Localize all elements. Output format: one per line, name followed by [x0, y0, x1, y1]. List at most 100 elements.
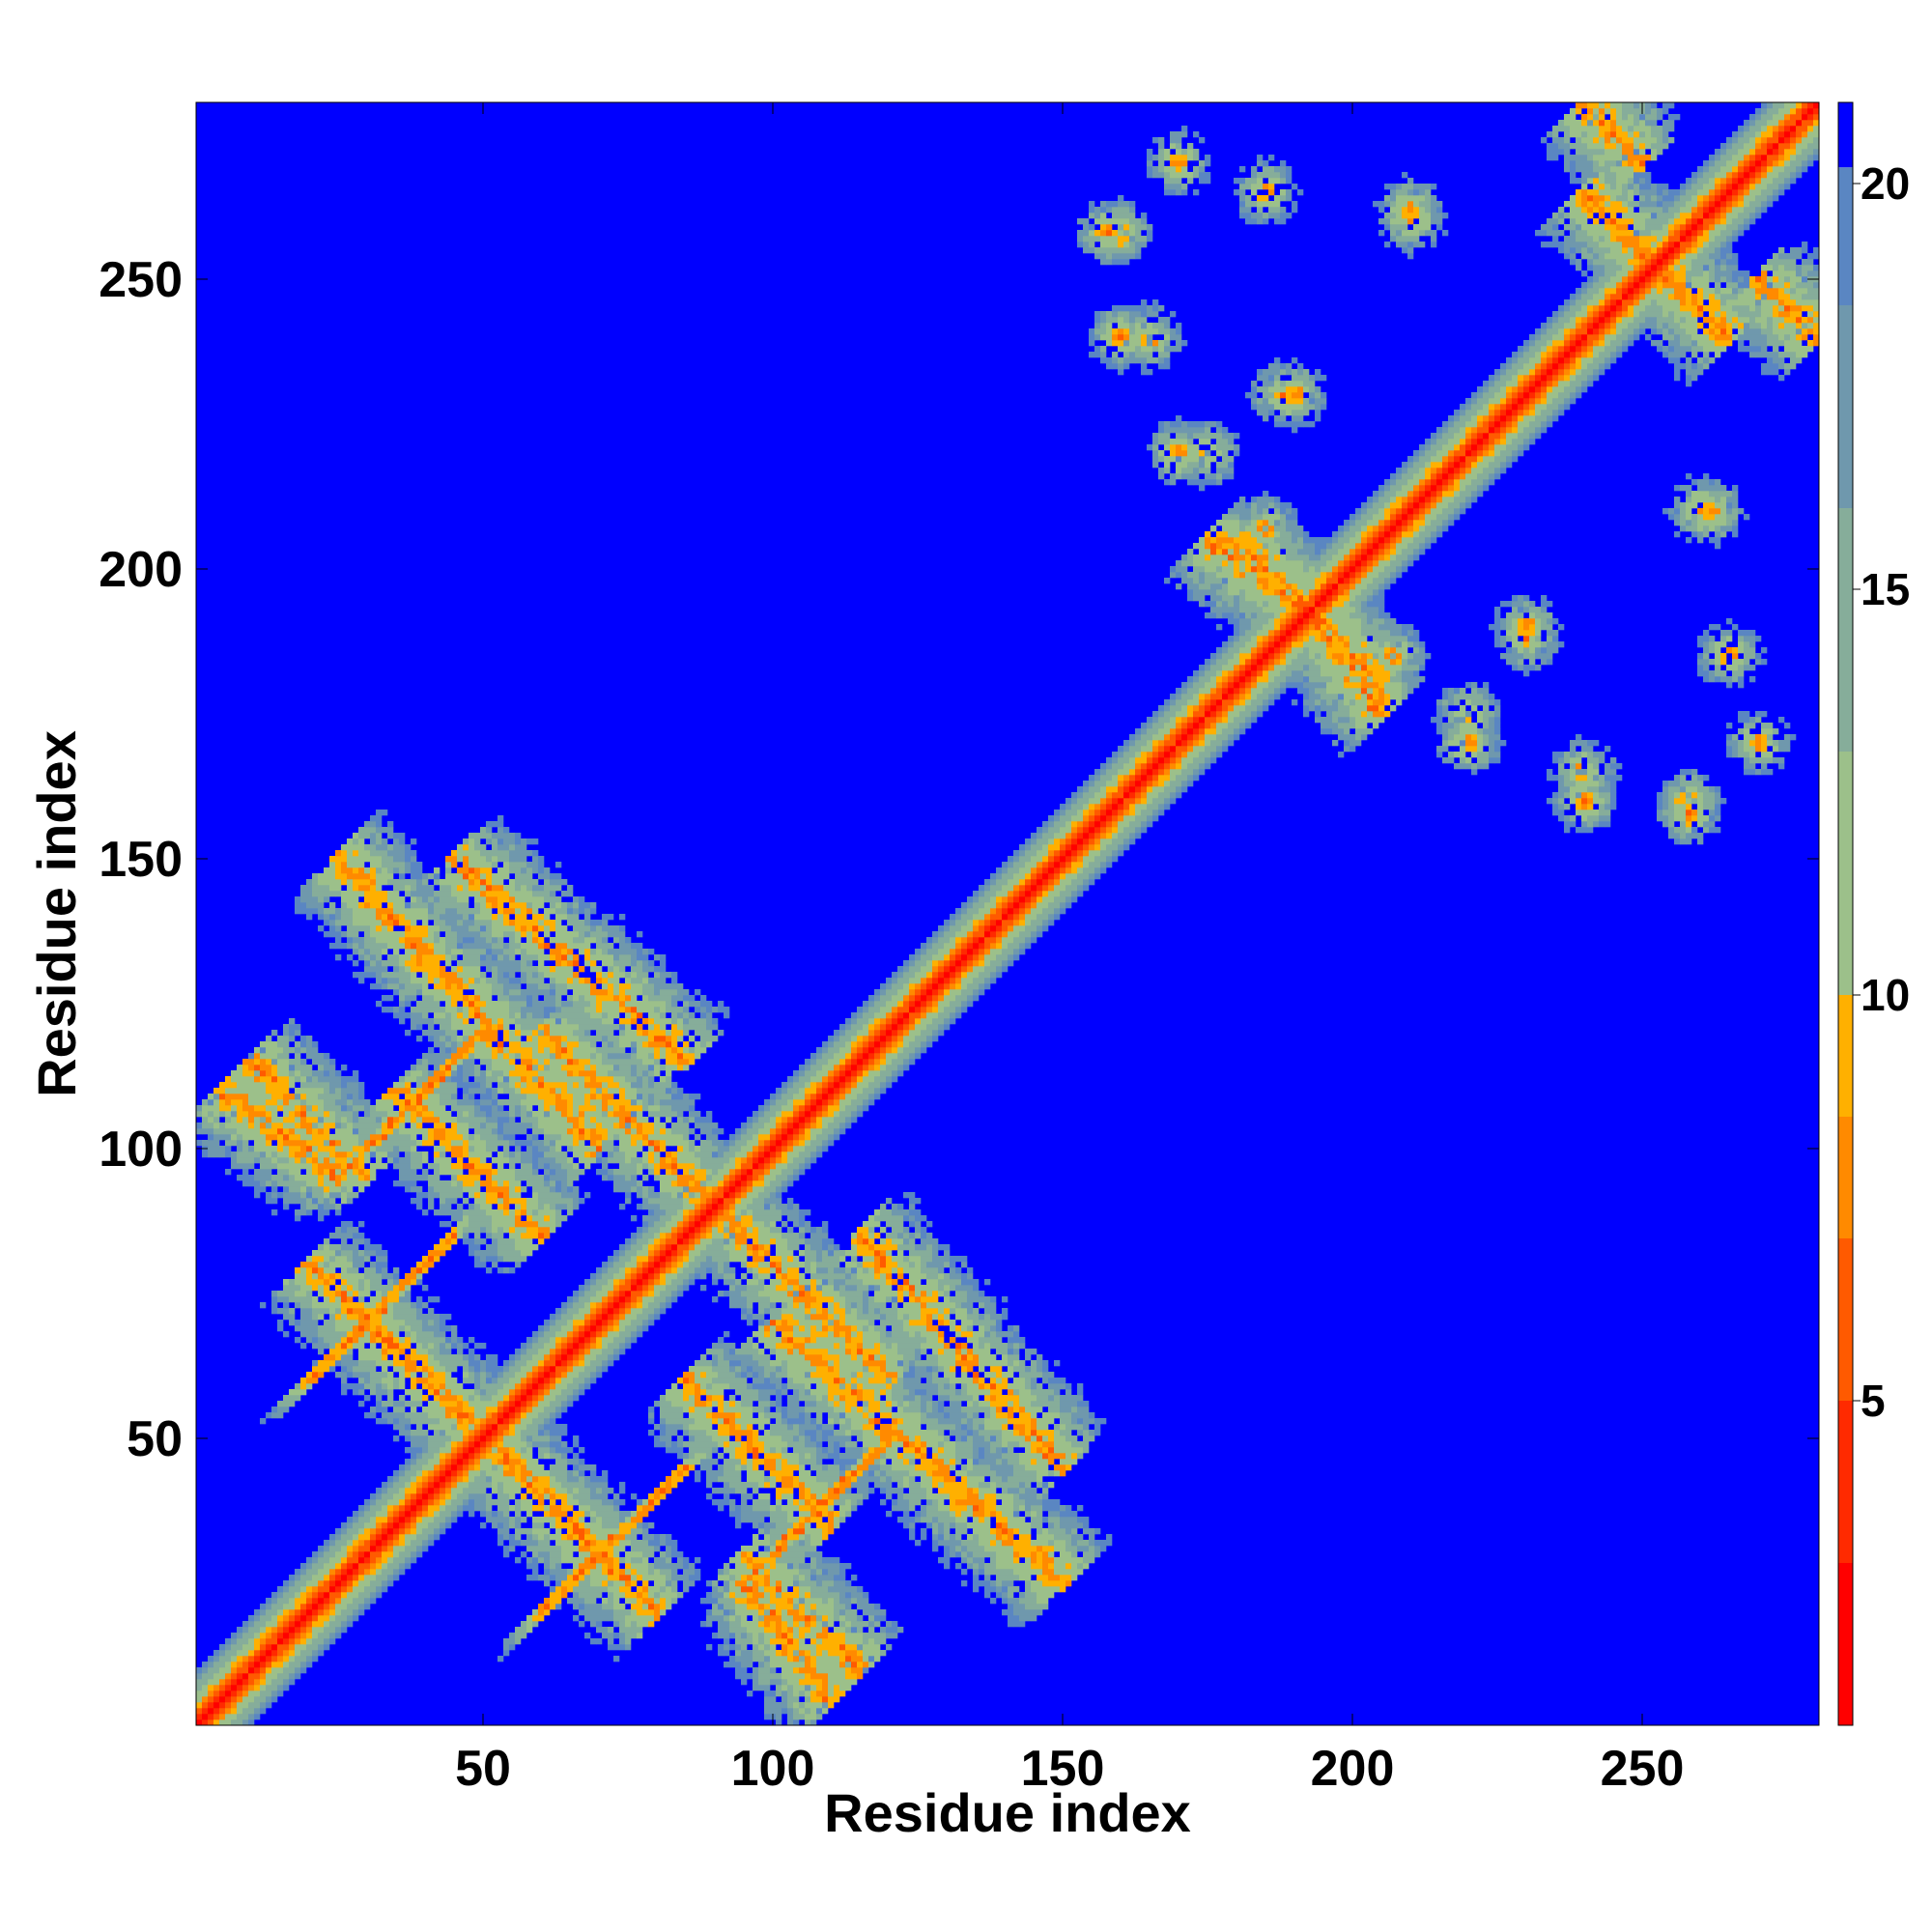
heatmap-cell [295, 1586, 301, 1593]
heatmap-cell [434, 1146, 440, 1152]
heatmap-cell [364, 1517, 371, 1523]
heatmap-cell [411, 931, 417, 938]
heatmap-cell [451, 995, 458, 1002]
heatmap-cell [521, 862, 527, 868]
heatmap-cell [463, 1030, 469, 1037]
heatmap-cell [364, 833, 371, 839]
heatmap-cell [219, 1702, 226, 1709]
heatmap-cell [561, 1360, 568, 1367]
heatmap-cell [416, 1540, 423, 1547]
heatmap-cell [474, 914, 481, 921]
heatmap-cell [312, 1250, 319, 1257]
heatmap-cell [248, 1076, 255, 1083]
heatmap-cell [242, 1122, 249, 1129]
heatmap-cell [219, 1662, 226, 1668]
heatmap-cell [445, 1378, 452, 1384]
heatmap-cell [266, 1644, 272, 1651]
heatmap-cell [318, 1551, 325, 1558]
heatmap-cell [440, 1030, 446, 1037]
heatmap-cell [428, 1360, 435, 1367]
heatmap-cell [208, 1099, 214, 1106]
heatmap-cell [376, 1291, 383, 1297]
heatmap-cell [509, 1488, 516, 1494]
heatmap-cell [353, 867, 359, 874]
heatmap-cell [434, 1430, 440, 1436]
heatmap-cell [492, 1360, 498, 1367]
heatmap-cell [237, 1714, 243, 1720]
heatmap-cell [434, 873, 440, 880]
heatmap-cell [497, 937, 504, 944]
heatmap-cell [526, 1540, 533, 1547]
heatmap-cell [486, 1267, 493, 1274]
heatmap-cell [376, 896, 383, 903]
heatmap-cell [550, 1169, 556, 1176]
heatmap-cell [532, 1412, 539, 1419]
heatmap-cell [521, 1007, 527, 1013]
heatmap-cell [509, 1076, 516, 1083]
heatmap-cell [329, 1233, 336, 1239]
heatmap-cell [237, 1644, 243, 1651]
heatmap-cell [295, 1163, 301, 1170]
heatmap-cell [561, 1186, 568, 1193]
heatmap-cell [283, 1673, 290, 1680]
heatmap-cell [306, 1140, 313, 1147]
heatmap-cell [422, 1482, 429, 1489]
heatmap-cell [260, 1117, 267, 1123]
heatmap-cell [509, 1053, 516, 1060]
heatmap-cell [289, 1389, 296, 1396]
heatmap-cell [416, 873, 423, 880]
heatmap-cell [341, 1128, 348, 1135]
heatmap-cell [266, 1180, 272, 1187]
heatmap-cell [364, 1122, 371, 1129]
heatmap-cell [532, 925, 539, 932]
heatmap-cell [561, 1476, 568, 1483]
heatmap-cell [393, 1337, 400, 1344]
heatmap-cell [521, 873, 527, 880]
heatmap-cell [306, 1586, 313, 1593]
heatmap-cell [376, 1557, 383, 1564]
heatmap-cell [335, 1134, 342, 1141]
heatmap-cell [486, 873, 493, 880]
heatmap-cell [393, 1140, 400, 1147]
heatmap-cell [434, 1325, 440, 1332]
heatmap-cell [416, 1151, 423, 1158]
heatmap-cell [503, 1175, 510, 1181]
heatmap-cell [497, 873, 504, 880]
heatmap-cell [219, 1714, 226, 1720]
heatmap-cell [440, 978, 446, 984]
heatmap-cell [515, 1070, 522, 1077]
heatmap-cell [219, 1151, 226, 1158]
heatmap-cell [555, 1488, 562, 1494]
heatmap-cell [555, 1383, 562, 1390]
heatmap-cell [196, 1128, 203, 1135]
heatmap-cell [544, 1018, 551, 1025]
heatmap-cell [492, 1215, 498, 1222]
heatmap-cell [416, 960, 423, 967]
heatmap-cell [306, 1285, 313, 1292]
heatmap-cell [353, 1291, 359, 1297]
heatmap-cell [266, 1662, 272, 1668]
heatmap-cell [544, 1088, 551, 1094]
heatmap-cell [503, 1221, 510, 1228]
heatmap-cell [469, 1117, 475, 1123]
heatmap-cell [440, 1517, 446, 1523]
heatmap-cell [399, 1412, 406, 1419]
heatmap-cell [480, 1215, 487, 1222]
heatmap-cell [295, 1175, 301, 1181]
heatmap-cell [370, 1511, 377, 1518]
heatmap-cell [295, 1146, 301, 1152]
heatmap-cell [463, 1360, 469, 1367]
heatmap-cell [526, 1012, 533, 1019]
heatmap-cell [550, 1522, 556, 1529]
heatmap-cell [254, 1702, 261, 1709]
heatmap-cell [324, 1059, 330, 1065]
heatmap-cell [480, 1227, 487, 1234]
heatmap-cell [329, 1325, 336, 1332]
heatmap-cell [457, 1337, 464, 1344]
heatmap-cell [271, 1685, 278, 1691]
heatmap-cell [428, 1453, 435, 1460]
heatmap-cell [364, 1337, 371, 1344]
heatmap-cell [497, 821, 504, 828]
heatmap-cell [416, 983, 423, 990]
heatmap-cell [469, 1163, 475, 1170]
